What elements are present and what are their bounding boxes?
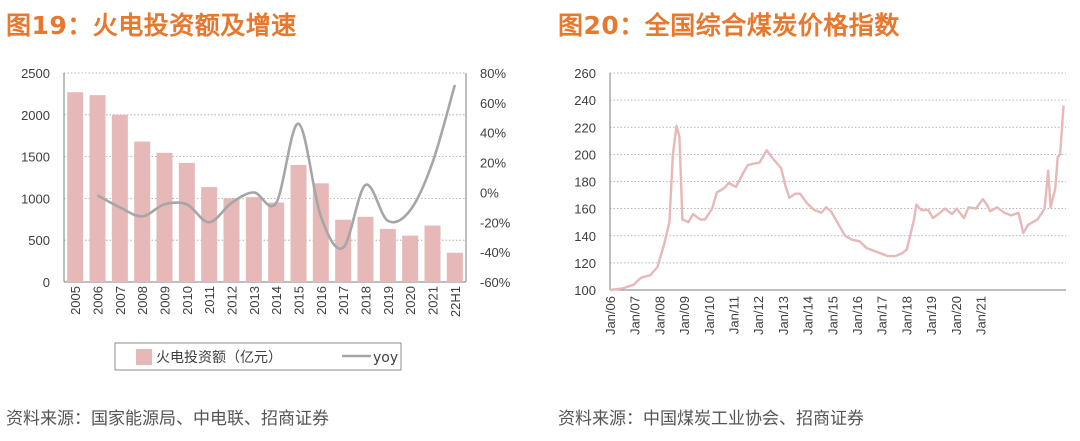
bar bbox=[111, 114, 128, 282]
left-x-tick-label: 2021 bbox=[426, 286, 441, 315]
right-chart-title: 图20：全国综合煤炭价格指数 bbox=[558, 11, 900, 40]
price-index-line bbox=[609, 105, 1065, 292]
right-x-tick-label: Jan/21 bbox=[974, 296, 989, 335]
bar bbox=[446, 252, 463, 282]
right-y-tick-label: 220 bbox=[574, 120, 596, 135]
right-x-tick-label: Jan/08 bbox=[652, 296, 667, 335]
left-x-tick-label: 2005 bbox=[68, 286, 83, 315]
bar bbox=[357, 216, 374, 282]
left-x-tick-label: 2019 bbox=[381, 286, 396, 315]
legend-bar-label: 火电投资额（亿元） bbox=[156, 350, 282, 366]
left-y2-tick-label: 0% bbox=[480, 185, 499, 200]
bar bbox=[290, 164, 307, 282]
bar bbox=[178, 162, 195, 282]
right-x-tick-label: Jan/09 bbox=[677, 296, 692, 335]
left-x-tick-label: 2017 bbox=[336, 286, 351, 315]
right-x-tick-label: Jan/20 bbox=[949, 296, 964, 335]
left-x-tick-label: 2009 bbox=[158, 286, 173, 315]
right-x-tick-label: Jan/07 bbox=[628, 296, 643, 335]
left-y2-tick-label: -60% bbox=[480, 275, 511, 290]
left-y2-tick-label: -20% bbox=[480, 215, 511, 230]
legend-bar-swatch bbox=[136, 349, 152, 365]
bar bbox=[335, 219, 352, 282]
left-y2-tick-label: 40% bbox=[480, 126, 506, 141]
bar bbox=[156, 152, 173, 282]
left-y2-tick-label: 20% bbox=[480, 156, 506, 171]
left-y2-tick-label: 60% bbox=[480, 96, 506, 111]
left-x-tick-label: 2016 bbox=[314, 286, 329, 315]
left-x-tick-label: 2013 bbox=[247, 286, 262, 315]
left-x-tick-label: 2012 bbox=[225, 286, 240, 315]
bar bbox=[201, 187, 218, 282]
right-x-tick-label: Jan/06 bbox=[603, 296, 618, 335]
right-x-tick-label: Jan/10 bbox=[702, 296, 717, 335]
yoy-line bbox=[96, 84, 457, 250]
left-x-tick-label: 2007 bbox=[113, 286, 128, 315]
right-source-note: 资料来源：中国煤炭工业协会、招商证券 bbox=[558, 409, 864, 429]
left-x-tick-label: 2020 bbox=[403, 286, 418, 315]
right-y-tick-label: 260 bbox=[574, 66, 596, 81]
right-y-tick-label: 240 bbox=[574, 93, 596, 108]
bar bbox=[312, 183, 329, 282]
right-y-tick-label: 200 bbox=[574, 147, 596, 162]
right-x-tick-label: Jan/17 bbox=[875, 296, 890, 335]
left-x-tick-label: 2008 bbox=[135, 286, 150, 315]
left-y-tick-label: 2000 bbox=[21, 108, 50, 123]
left-y2-tick-label: -40% bbox=[480, 245, 511, 260]
left-y-tick-label: 1500 bbox=[21, 150, 50, 165]
bar bbox=[223, 198, 240, 282]
left-y-tick-label: 0 bbox=[43, 275, 50, 290]
left-y-tick-label: 500 bbox=[28, 233, 50, 248]
left-x-tick-label: 2014 bbox=[269, 286, 284, 315]
right-x-tick-label: Jan/16 bbox=[850, 296, 865, 335]
legend-yoy-label: yoy bbox=[373, 350, 398, 366]
left-x-tick-label: 2018 bbox=[359, 286, 374, 315]
right-x-tick-label: Jan/19 bbox=[924, 296, 939, 335]
left-source-note: 资料来源：国家能源局、中电联、招商证券 bbox=[6, 409, 329, 429]
left-y-tick-label: 1000 bbox=[21, 191, 50, 206]
left-y2-tick-label: 80% bbox=[480, 66, 506, 81]
bar bbox=[245, 197, 262, 282]
right-x-tick-label: Jan/18 bbox=[899, 296, 914, 335]
right-y-tick-label: 140 bbox=[574, 229, 596, 244]
bar bbox=[89, 95, 106, 283]
right-y-tick-label: 180 bbox=[574, 175, 596, 190]
left-y-tick-label: 2500 bbox=[21, 66, 50, 81]
bar bbox=[379, 228, 396, 282]
right-x-tick-label: Jan/12 bbox=[751, 296, 766, 335]
bar bbox=[402, 235, 419, 282]
left-x-tick-label: 2006 bbox=[91, 286, 106, 315]
right-x-tick-label: Jan/15 bbox=[825, 296, 840, 335]
right-x-tick-label: Jan/11 bbox=[727, 296, 742, 334]
right-x-tick-label: Jan/13 bbox=[776, 296, 791, 335]
left-x-tick-label: 22H1 bbox=[448, 286, 463, 317]
right-y-tick-label: 100 bbox=[574, 283, 596, 298]
right-x-tick-label: Jan/14 bbox=[801, 296, 816, 335]
left-x-tick-label: 2011 bbox=[202, 286, 217, 314]
left-x-tick-label: 2015 bbox=[292, 286, 307, 315]
bar bbox=[268, 202, 285, 282]
left-chart-title: 图19：火电投资额及增速 bbox=[6, 11, 297, 40]
right-y-tick-label: 120 bbox=[574, 256, 596, 271]
left-x-tick-label: 2010 bbox=[180, 286, 195, 315]
right-y-tick-label: 160 bbox=[574, 202, 596, 217]
bar bbox=[424, 225, 441, 282]
bar bbox=[67, 92, 84, 282]
bar bbox=[134, 141, 151, 282]
